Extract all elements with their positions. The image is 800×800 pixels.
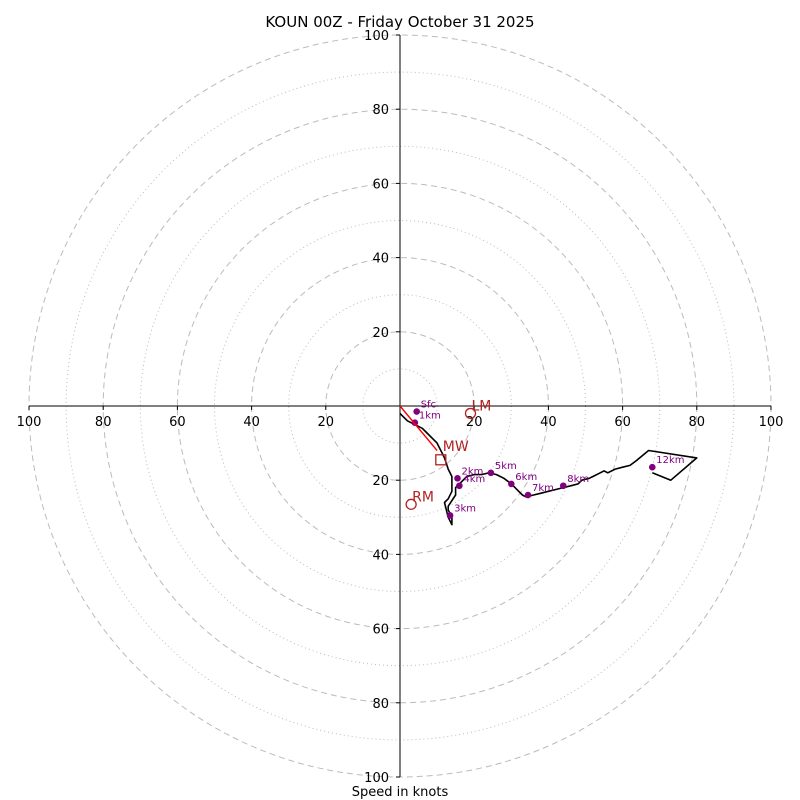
x-axis-label: Speed in knots: [352, 785, 449, 800]
wind-trace-line: [399, 412, 698, 526]
height-label-5km: 5km: [495, 461, 517, 472]
x-tick-label: 20: [318, 415, 335, 430]
height-label-4km: 4km: [463, 474, 485, 485]
height-label-12km: 12km: [656, 455, 684, 466]
x-tick-label: 100: [17, 415, 42, 430]
y-tick-label: 40: [372, 548, 389, 563]
lm-marker: [464, 407, 477, 420]
y-tick-label: 40: [372, 252, 389, 267]
y-tick-label: 80: [372, 697, 389, 712]
height-marker-sfc: [413, 408, 420, 415]
shear-vector-line: [399, 405, 438, 451]
y-tick-label: 60: [372, 623, 389, 638]
height-label-sfc: Sfc: [421, 400, 436, 411]
rm-marker: [405, 498, 417, 510]
y-tick-label: 100: [364, 771, 389, 786]
height-marker-2km: [454, 475, 461, 482]
y-tick-label: 20: [372, 474, 389, 489]
x-tick-label: 100: [759, 415, 784, 430]
height-marker-8km: [559, 482, 567, 490]
x-tick-label: 60: [614, 415, 631, 430]
rm-label: RM: [412, 489, 434, 505]
y-tick-label: 20: [372, 326, 389, 341]
height-marker-5km: [487, 469, 495, 477]
storm-motion: LM MW RM: [399, 398, 491, 510]
height-marker-12km: [648, 463, 656, 471]
height-label-8km: 8km: [567, 474, 589, 485]
y-tick-label: 60: [372, 177, 389, 192]
height-marker-6km: [508, 480, 515, 488]
mw-label: MW: [443, 439, 469, 455]
x-tick-label: 80: [689, 415, 706, 430]
height-label-6km: 6km: [515, 472, 537, 483]
height-label-2km: 2km: [462, 466, 484, 477]
height-label-3km: 3km: [454, 503, 476, 514]
x-tick-label: 60: [169, 415, 186, 430]
mw-marker: [435, 454, 447, 466]
x-tick-label: 40: [243, 415, 260, 430]
height-marker-4km: [456, 482, 463, 490]
height-label-1km: 1km: [419, 411, 441, 422]
x-tick-label: 80: [95, 415, 112, 430]
lm-label: LM: [471, 398, 491, 414]
y-tick-label: 80: [372, 103, 389, 118]
height-marker-7km: [524, 491, 532, 499]
height-marker-3km: [446, 512, 454, 519]
y-tick-label: 100: [364, 29, 389, 44]
chart-title: KOUN 00Z - Friday October 31 2025: [265, 13, 534, 31]
height-label-7km: 7km: [532, 483, 554, 494]
x-tick-label: 40: [540, 415, 557, 430]
